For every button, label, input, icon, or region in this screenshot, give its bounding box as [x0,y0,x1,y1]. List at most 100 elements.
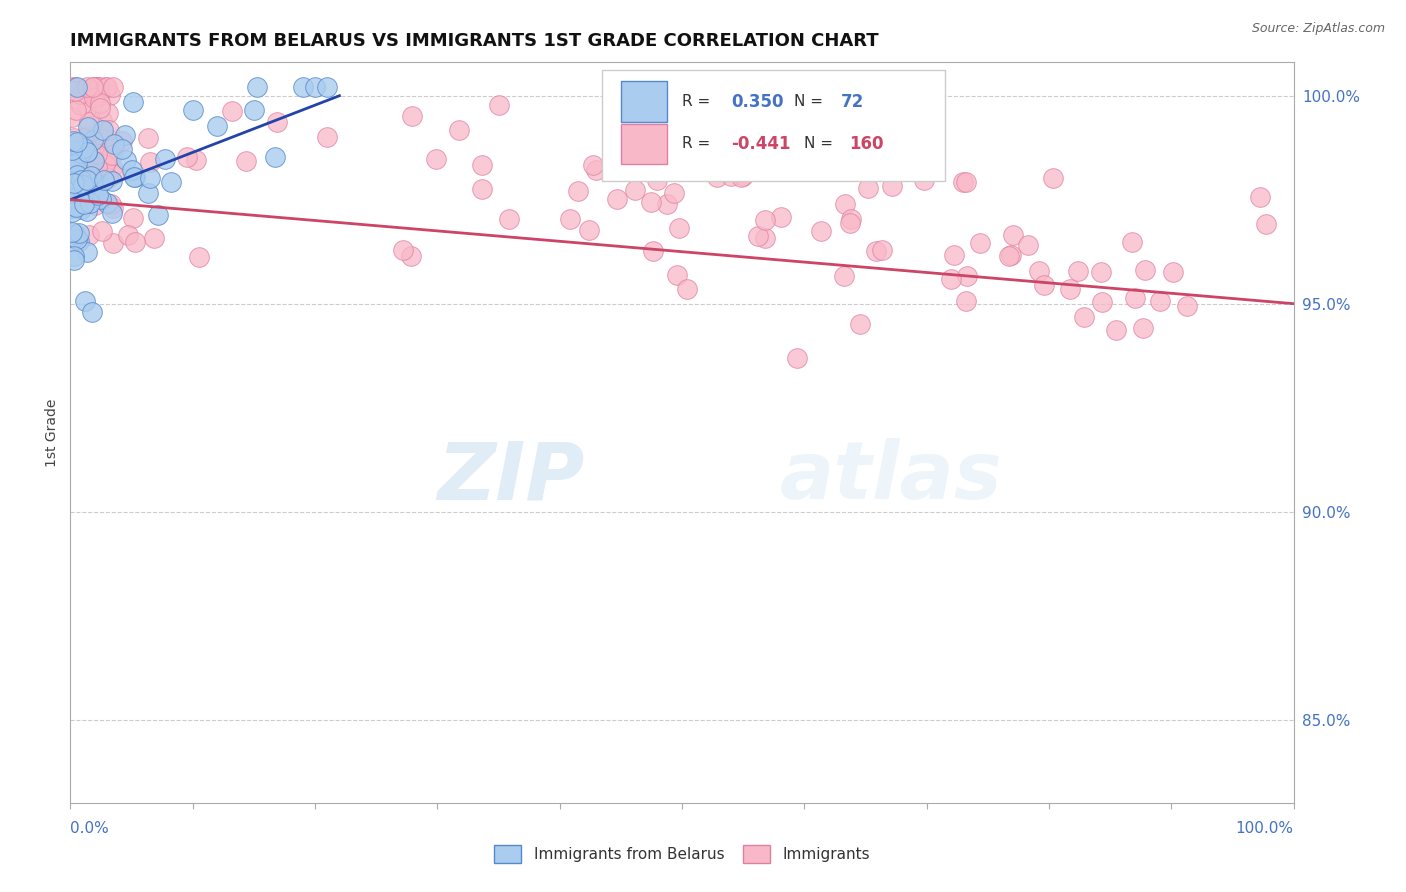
Point [786,351,808,366]
Point [63,84,86,98]
Point [1149,293,1171,308]
Point [69,87,91,102]
Point [856,181,879,195]
Point [101,161,124,175]
Point [103,137,125,152]
Point [94,157,117,171]
Point [668,221,690,235]
Point [730,170,752,185]
Point [87,87,110,102]
Point [66,136,89,150]
Text: 0.0%: 0.0% [70,822,110,837]
Point [585,162,607,177]
Point [832,268,855,283]
Point [79,143,101,157]
Point [1177,299,1199,313]
Point [83,135,105,149]
Point [955,294,977,309]
Point [1059,282,1081,296]
Point [77,115,100,129]
Point [870,244,893,258]
Point [75,138,97,153]
Point [720,169,742,183]
Point [498,211,520,226]
Text: ZIP: ZIP [437,438,583,516]
Point [645,173,668,187]
Point [392,244,415,258]
Point [122,211,145,226]
Point [425,152,447,166]
Point [66,232,89,246]
Point [865,244,887,259]
Point [634,160,657,174]
Point [205,120,228,134]
Point [882,178,904,193]
Point [560,211,582,226]
Point [70,173,93,187]
Point [956,269,979,284]
Point [176,150,198,164]
Point [65,155,87,169]
Point [153,153,176,167]
Text: atlas: atlas [780,438,1002,516]
Point [62,134,84,148]
Text: -0.441: -0.441 [731,135,790,153]
Point [83,153,105,168]
Point [84,90,107,104]
FancyBboxPatch shape [621,81,668,122]
Point [60,191,83,205]
Point [67,235,90,249]
Point [623,183,645,197]
Point [67,226,90,240]
Point [63,235,86,249]
Point [60,201,83,215]
Point [63,176,86,190]
Point [70,97,93,112]
Point [86,80,108,95]
Point [87,128,110,142]
Point [235,154,257,169]
Point [89,95,111,110]
Point [769,210,792,224]
Point [122,95,145,110]
Point [1001,227,1024,242]
Point [582,158,605,172]
Point [1033,277,1056,292]
Point [69,145,91,160]
Point [997,249,1019,263]
Point [567,184,589,198]
Point [100,196,122,211]
Point [96,170,118,185]
Y-axis label: 1st Grade: 1st Grade [45,399,59,467]
Point [101,206,124,220]
Point [98,88,121,103]
Point [488,98,510,112]
Point [1105,323,1128,337]
Point [77,227,100,242]
Point [62,160,84,174]
Point [62,153,84,168]
Point [142,231,165,245]
Point [86,160,108,174]
Point [96,195,118,210]
Point [83,180,105,194]
Legend: Immigrants from Belarus, Immigrants: Immigrants from Belarus, Immigrants [488,839,876,869]
Point [266,115,288,129]
Point [399,249,422,263]
Point [943,248,966,262]
Point [101,201,124,215]
FancyBboxPatch shape [602,70,945,181]
Point [63,155,86,169]
Point [86,147,108,161]
Point [117,228,139,243]
Point [1090,265,1112,279]
Point [1121,235,1143,249]
Point [66,162,89,177]
Point [754,212,776,227]
Text: R =: R = [682,136,716,152]
Text: 72: 72 [841,93,865,111]
Text: 160: 160 [849,135,884,153]
Point [139,171,162,186]
Point [76,129,98,144]
Point [1067,264,1090,278]
